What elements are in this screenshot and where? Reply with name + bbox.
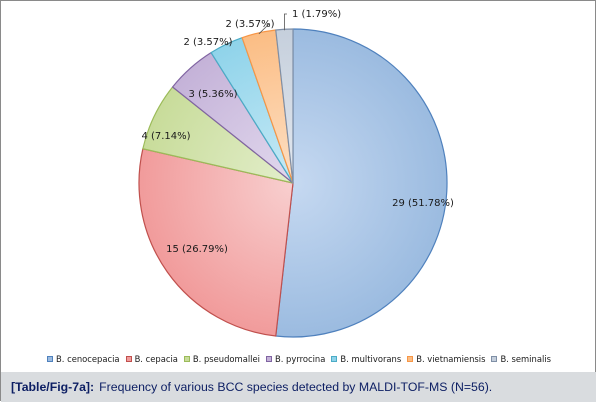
data-label-b-vietnamiensis: 2 (3.57%) xyxy=(225,19,274,30)
legend-item-b-cepacia: B. cepacia xyxy=(125,354,178,364)
caption-tag: [Table/Fig-7a]: xyxy=(11,380,95,394)
leader-line-b-vietnamiensis xyxy=(258,23,270,35)
legend-item-b-multivorans: B. multivorans xyxy=(331,354,401,364)
leader-line-b-multivorans xyxy=(226,41,232,46)
data-label-b-cepacia: 15 (26.79%) xyxy=(166,244,228,255)
legend-label: B. pyrrocina xyxy=(274,354,326,364)
data-label-b-pseudomallei: 4 (7.14%) xyxy=(141,131,190,142)
data-label-b-cenocepacia: 29 (51.78%) xyxy=(392,198,454,209)
caption-text: Frequency of various BCC species detecte… xyxy=(99,380,493,394)
pie-slices xyxy=(138,28,448,338)
legend-label: B. multivorans xyxy=(340,354,402,364)
legend-label: B. cepacia xyxy=(134,354,178,364)
legend-item-b-pyrrocina: B. pyrrocina xyxy=(265,354,326,364)
legend-label: B. vietnamiensis xyxy=(416,354,486,364)
legend-swatch xyxy=(491,356,498,362)
legend-item-b-pseudomallei: B. pseudomallei xyxy=(183,354,260,364)
pie-chart: 29 (51.78%) 15 (26.79%) 4 (7.14%) 3 (5.36%)… xyxy=(138,9,454,338)
data-label-b-seminalis: 1 (1.79%) xyxy=(292,9,341,20)
legend-swatch xyxy=(183,356,190,362)
legend-swatch xyxy=(47,356,54,362)
legend-swatch xyxy=(265,356,272,362)
legend-swatch xyxy=(407,356,414,362)
legend-item-b-cenocepacia: B. cenocepacia xyxy=(47,354,120,364)
leader-line-b-seminalis xyxy=(284,13,287,31)
pie-slice-b-cenocepacia xyxy=(275,28,448,338)
legend-label: B. cenocepacia xyxy=(56,354,120,364)
pie-slice-b-cepacia xyxy=(138,148,294,337)
legend-label: B. seminalis xyxy=(500,354,551,364)
legend-label: B. pseudomallei xyxy=(192,354,260,364)
data-labels: 29 (51.78%) 15 (26.79%) 4 (7.14%) 3 (5.36%)… xyxy=(141,9,454,255)
legend-swatch xyxy=(125,356,132,362)
data-label-b-multivorans: 2 (3.57%) xyxy=(183,37,232,48)
legend-item-b-seminalis: B. seminalis xyxy=(491,354,551,364)
chart-legend: B. cenocepacia B. cepacia B. pseudomallei B… xyxy=(11,352,587,366)
legend-item-b-vietnamiensis: B. vietnamiensis xyxy=(407,354,485,364)
leader-lines xyxy=(226,13,287,46)
data-label-b-pyrrocina: 3 (5.36%) xyxy=(188,89,237,100)
legend-swatch xyxy=(331,356,338,362)
figure-caption: [Table/Fig-7a]: Frequency of various BCC… xyxy=(1,372,596,402)
